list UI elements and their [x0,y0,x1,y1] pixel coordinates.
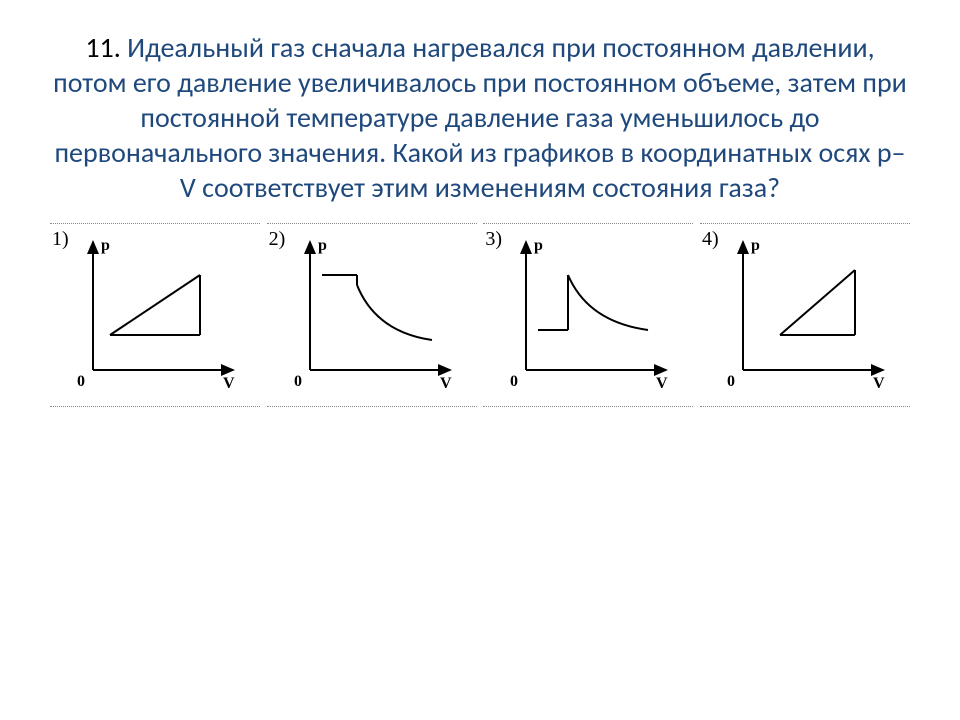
svg-text:V: V [873,375,885,392]
svg-text:p: p [101,237,110,254]
chart-option-1: 1) 0 p V [50,223,260,407]
svg-text:p: p [534,237,543,254]
pv-diagram: 0 p V [715,230,895,400]
svg-text:V: V [440,375,452,392]
pv-diagram: 0 p V [282,230,462,400]
option-label: 2) [269,228,286,251]
question-body: Идеальный газ сначала нагревался при пос… [53,30,907,205]
question-number: 11. [85,30,120,65]
page: 11. Идеальный газ сначала нагревался при… [0,0,960,720]
svg-text:V: V [223,375,235,392]
option-label: 3) [485,228,502,251]
charts-row: 1) 0 p V 2) 0 p V 3) 0 p V 4) 0 p V [50,223,910,407]
pv-diagram: 0 p V [498,230,678,400]
option-label: 4) [702,228,719,251]
svg-text:0: 0 [294,373,302,390]
svg-text:p: p [318,237,327,254]
svg-text:V: V [656,375,668,392]
chart-option-2: 2) 0 p V [267,223,477,407]
option-label: 1) [52,228,69,251]
svg-text:0: 0 [77,373,85,390]
question-text: 11. Идеальный газ сначала нагревался при… [50,30,910,205]
svg-text:p: p [751,237,760,254]
chart-option-4: 4) 0 p V [700,223,910,407]
svg-text:0: 0 [727,373,735,390]
svg-text:0: 0 [510,373,518,390]
chart-option-3: 3) 0 p V [483,223,693,407]
pv-diagram: 0 p V [65,230,245,400]
